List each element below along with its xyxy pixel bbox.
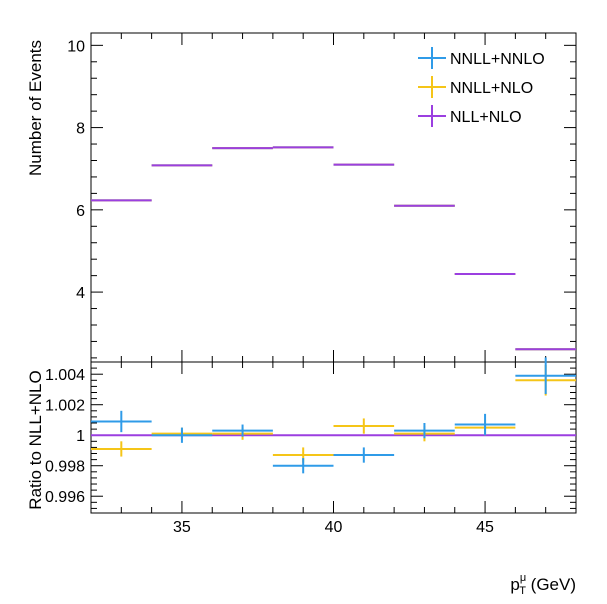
ratio-panel-marks	[91, 357, 576, 474]
x-tick-label: 40	[325, 519, 343, 536]
x-axis-title-main: p	[510, 575, 519, 594]
y-tick-label: 0.996	[45, 489, 85, 506]
x-axis-title: pμ T (GeV)	[510, 572, 576, 597]
y-tick-label: 10	[67, 38, 85, 55]
y-tick-label: 1.004	[45, 367, 85, 384]
x-axis-title-sub: T	[519, 585, 526, 597]
y-tick-label: 6	[76, 203, 85, 220]
top-panel-ticks: 4 6 8 10	[67, 33, 577, 362]
ratio-y-axis-title: Ratio to NLL+NLO	[26, 370, 45, 509]
y-tick-label: 0.998	[45, 459, 85, 476]
x-axis-title-unit: (GeV)	[526, 575, 576, 594]
ratio-panel: 35 40 45 0.996 0.998 1 1.002 1.004	[45, 357, 577, 536]
top-panel-marks	[91, 146, 576, 351]
top-y-axis-title: Number of Events	[26, 40, 45, 176]
legend-label: NNLL+NNLO	[450, 51, 545, 68]
y-tick-label: 8	[76, 121, 85, 138]
x-axis-title-sup: μ	[520, 572, 526, 584]
legend-label: NLL+NLO	[450, 109, 522, 126]
ratio-panel-frame	[90, 361, 577, 514]
y-tick-label: 4	[76, 285, 85, 302]
y-tick-label: 1.002	[45, 398, 85, 415]
x-tick-label: 45	[476, 519, 494, 536]
legend: NNLL+NNLO NNLL+NLO NLL+NLO	[418, 47, 545, 127]
x-tick-label: 35	[173, 519, 191, 536]
legend-label: NNLL+NLO	[450, 80, 533, 97]
ratio-panel-ticks: 35 40 45 0.996 0.998 1 1.002 1.004	[45, 362, 577, 536]
y-tick-label: 1	[76, 428, 85, 445]
